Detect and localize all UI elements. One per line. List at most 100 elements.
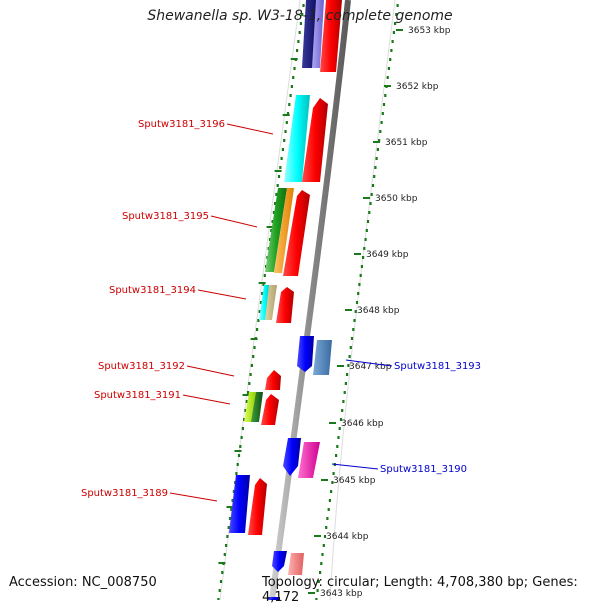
ruler-dot <box>240 436 243 439</box>
gene-glyph[interactable] <box>272 551 287 572</box>
gene-glyph[interactable] <box>284 95 310 182</box>
ruler-dot <box>223 553 226 556</box>
kbp-tick <box>354 253 361 255</box>
gene-glyph[interactable] <box>274 188 294 273</box>
gene-label-connector <box>226 123 274 135</box>
genome-title: Shewanella sp. W3-18-1, complete genome <box>147 8 453 24</box>
ruler-major-tick <box>282 114 290 116</box>
ruler-dot <box>338 427 341 430</box>
ruler-dot <box>268 238 272 241</box>
ruler-dot <box>231 499 234 502</box>
ruler-dot <box>319 571 322 574</box>
ruler-dot <box>271 220 274 223</box>
gene-label-right[interactable]: Sputw3181_3190 <box>380 464 467 475</box>
ruler-dot <box>272 211 275 214</box>
ruler-dot <box>228 517 232 520</box>
gene-glyph[interactable] <box>259 285 270 320</box>
ruler-major-tick <box>218 562 226 564</box>
kbp-tick <box>363 197 370 199</box>
gene-glyph[interactable] <box>283 438 301 476</box>
right-ruler-ticks <box>315 4 399 601</box>
gene-glyph[interactable] <box>276 287 294 323</box>
ruler-dot <box>258 310 261 313</box>
ruler-dot <box>275 193 278 196</box>
ruler-dot <box>396 4 399 7</box>
gene-glyph[interactable] <box>261 394 279 425</box>
ruler-dot <box>381 112 384 115</box>
gene-glyph[interactable] <box>288 553 304 575</box>
ruler-dot <box>277 175 281 178</box>
ruler-dot <box>292 76 295 79</box>
gene-label-left[interactable]: Sputw3181_3196 <box>138 119 225 130</box>
gene-label-right[interactable]: Sputw3181_3193 <box>394 361 481 372</box>
gene-glyphs <box>229 0 342 600</box>
ruler-dot <box>259 301 263 304</box>
ruler-dot <box>252 355 255 358</box>
gene-label-left[interactable]: Sputw3181_3191 <box>94 390 181 401</box>
gene-label-left[interactable]: Sputw3181_3194 <box>109 285 196 296</box>
gene-label-left[interactable]: Sputw3181_3192 <box>98 361 185 372</box>
ruler-dot <box>274 202 277 205</box>
kbp-label: 3646 kbp <box>341 419 384 429</box>
gene-glyph[interactable] <box>229 475 250 533</box>
ruler-dot <box>302 4 305 7</box>
ruler-dot <box>293 67 296 70</box>
ruler-dot <box>243 418 246 421</box>
gene-glyph[interactable] <box>283 190 310 276</box>
gene-label-connector <box>169 492 218 502</box>
ruler-dot <box>230 508 233 511</box>
ruler-dot <box>245 400 248 403</box>
gene-glyph[interactable] <box>320 0 342 72</box>
ruler-dot <box>376 148 379 151</box>
ruler-dot <box>336 445 339 448</box>
kbp-tick <box>337 365 344 367</box>
kbp-tick <box>384 85 391 87</box>
ruler-dot <box>374 166 377 169</box>
gene-glyph[interactable] <box>298 442 320 478</box>
gene-label-connector <box>197 289 247 300</box>
ruler-dot <box>225 544 228 547</box>
gene-glyph[interactable] <box>312 0 324 68</box>
ruler-dot <box>354 310 357 313</box>
kbp-label: 3647 kbp <box>349 362 392 372</box>
gene-label-left[interactable]: Sputw3181_3189 <box>81 488 168 499</box>
kbp-tick <box>345 309 352 311</box>
ruler-dot <box>279 166 282 169</box>
ruler-dot <box>384 94 387 97</box>
ruler-dot <box>248 382 251 385</box>
gene-label-connector <box>182 394 231 405</box>
gene-label-connector <box>331 463 379 470</box>
ruler-dot <box>382 103 386 106</box>
gene-glyph[interactable] <box>265 285 277 320</box>
ruler-dot <box>325 526 328 529</box>
gene-glyph[interactable] <box>297 336 314 372</box>
accession-text: Accession: NC_008750 <box>9 575 157 590</box>
ruler-dot <box>280 157 283 160</box>
ruler-dot <box>359 274 362 277</box>
ruler-dot <box>262 283 265 286</box>
ruler-dot <box>352 328 355 331</box>
gene-glyph[interactable] <box>313 340 332 375</box>
gene-glyph[interactable] <box>248 478 267 535</box>
ruler-dot <box>391 40 394 43</box>
ruler-dot <box>256 328 259 331</box>
gene-glyph[interactable] <box>265 370 281 390</box>
ruler-dot <box>337 436 340 439</box>
ruler-dot <box>226 535 229 538</box>
ruler-dot <box>366 220 370 223</box>
gene-glyph[interactable] <box>251 392 263 422</box>
kbp-tick <box>373 141 380 143</box>
gene-glyph[interactable] <box>302 98 328 182</box>
ruler-dot <box>349 346 352 349</box>
gene-glyph[interactable] <box>268 597 280 600</box>
ruler-dot <box>299 22 302 25</box>
kbp-label: 3644 kbp <box>326 532 369 542</box>
ruler-major-tick <box>290 58 298 60</box>
gene-label-left[interactable]: Sputw3181_3195 <box>122 211 209 222</box>
ruler-dot <box>370 193 373 196</box>
topology-text: Topology: circular; Length: 4,708,380 bp… <box>262 575 578 605</box>
gene-glyph[interactable] <box>265 188 287 272</box>
kbp-label: 3645 kbp <box>333 476 376 486</box>
ruler-dot <box>363 247 366 250</box>
